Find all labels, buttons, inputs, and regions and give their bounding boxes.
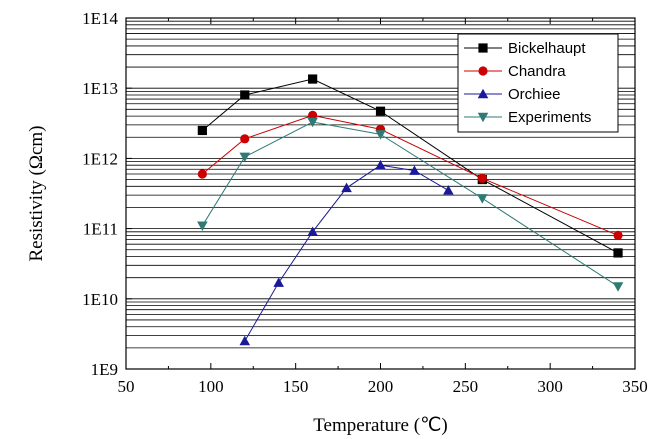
data-point-bickelhaupt [197,125,207,136]
legend-label-chandra: Chandra [508,63,566,80]
data-point-experiments [197,221,208,231]
y-tick-label: 1E10 [82,290,118,309]
x-tick-label: 100 [198,377,224,396]
data-point-experiments [477,194,488,204]
y-axis-title: Resistivity (Ωcm) [26,125,47,261]
y-tick-label: 1E12 [82,149,118,168]
data-point-orchiee [375,159,386,170]
x-axis-title: Temperature (℃) [313,415,447,436]
data-point-chandra [613,230,623,241]
data-point-experiments [612,282,624,292]
legend-marker-experiments [477,112,489,123]
y-tick-label: 1E14 [82,9,118,28]
series-orchiee [239,159,454,346]
data-point-bickelhaupt [308,74,318,84]
x-tick-label: 150 [283,377,309,396]
data-point-chandra [477,173,487,183]
data-point-orchiee [409,165,420,175]
y-tick-label: 1E13 [82,79,118,98]
data-point-orchiee [341,182,352,193]
x-tick-label: 350 [622,377,648,396]
legend-marker-bickelhaupt [478,43,488,53]
data-point-orchiee [443,185,454,195]
legend: Bickelhaupt Chandra Orchiee Experiments [457,33,619,133]
data-point-experiments [239,152,251,163]
x-tick-label: 50 [118,377,135,396]
legend-label-experiments: Experiments [508,109,591,126]
series-group [197,74,624,346]
y-tick-label: 1E9 [91,360,118,379]
data-point-experiments [307,117,318,128]
data-point-bickelhaupt [613,248,623,258]
series-experiments [197,117,624,292]
data-point-bickelhaupt [375,106,386,116]
x-tick-label: 300 [537,377,563,396]
legend-marker-orchiee [477,88,489,99]
legend-marker-chandra [478,66,488,76]
data-point-orchiee [239,335,251,346]
legend-label-orchiee: Orchiee [508,86,561,103]
x-tick-label: 250 [453,377,479,396]
data-point-bickelhaupt [240,90,250,100]
data-point-orchiee [307,226,318,237]
series-line-experiments [201,121,619,287]
axis-ticks: 50 100 150 200 250 300 350 1E9 1E10 1E11 1E12 1E13 1… [82,9,648,396]
data-point-chandra [197,169,207,179]
x-tick-label: 200 [368,377,394,396]
data-point-chandra [240,134,250,144]
data-point-chandra [308,110,318,120]
legend-label-bickelhaupt: Bickelhaupt [508,40,586,57]
data-point-experiments [375,130,386,140]
data-point-orchiee [273,277,284,287]
series-line-bickelhaupt [202,78,619,254]
y-tick-label: 1E11 [83,220,118,239]
series-line-chandra [202,114,619,236]
